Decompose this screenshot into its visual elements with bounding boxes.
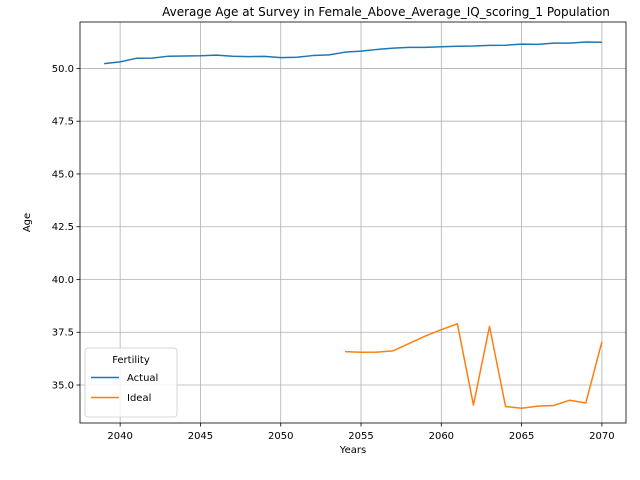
x-axis-ticks: 2040 2045 2050 2055 2060 2065 2070: [107, 423, 615, 442]
y-axis-label: Age: [22, 213, 33, 232]
y-tick-label: 35.0: [52, 381, 74, 392]
legend: Fertility Actual Ideal: [84, 347, 178, 418]
legend-title: Fertility: [112, 355, 150, 366]
y-tick-label: 50.0: [52, 64, 74, 75]
x-tick-label: 2055: [348, 431, 373, 442]
x-tick-label: 2050: [268, 431, 293, 442]
y-tick-label: 45.0: [52, 169, 74, 180]
x-tick-label: 2060: [429, 431, 454, 442]
y-tick-label: 42.5: [52, 222, 74, 233]
x-axis-label: Years: [339, 445, 366, 456]
legend-items: Actual Ideal: [91, 373, 158, 404]
x-tick-label: 2045: [188, 431, 213, 442]
legend-label-actual: Actual: [127, 373, 158, 384]
x-tick-label: 2065: [509, 431, 534, 442]
x-tick-label: 2070: [589, 431, 614, 442]
series-line-ideal: [344, 323, 603, 409]
y-tick-label: 47.5: [52, 117, 74, 128]
chart-title: Average Age at Survey in Female_Above_Av…: [162, 5, 610, 19]
y-tick-label: 37.5: [52, 328, 74, 339]
y-tick-label: 40.0: [52, 275, 74, 286]
legend-box: [84, 347, 178, 418]
x-tick-label: 2040: [107, 431, 132, 442]
legend-label-ideal: Ideal: [127, 393, 151, 404]
plot-frame: [79, 21, 627, 424]
series-lines: [104, 41, 603, 409]
y-axis-ticks: 35.0 37.5 40.0 42.5 45.0 47.5 50.0: [52, 64, 80, 392]
series-line-actual: [104, 41, 602, 65]
